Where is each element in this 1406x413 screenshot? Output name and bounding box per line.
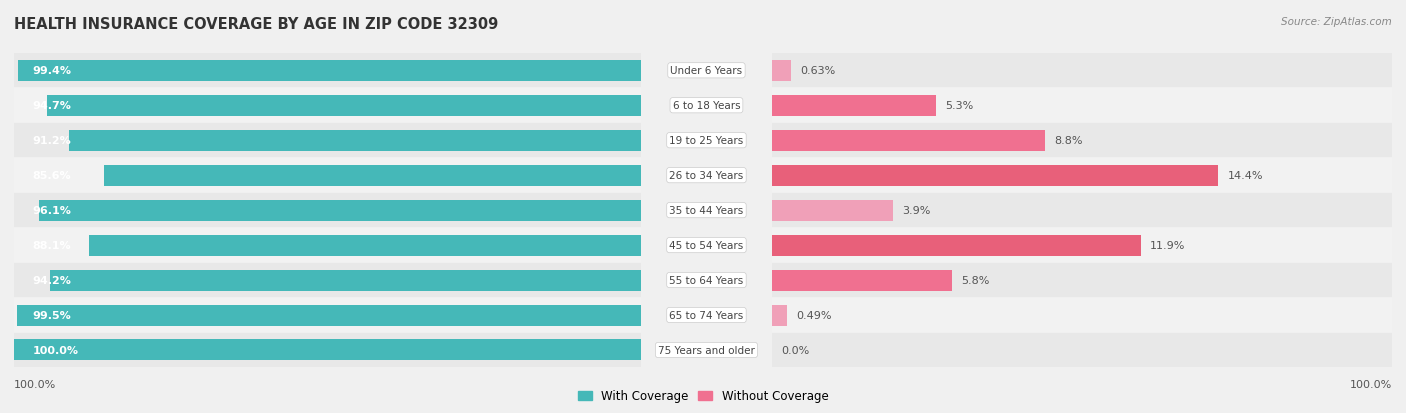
Text: 99.5%: 99.5%	[32, 310, 72, 320]
Bar	[772, 235, 1140, 256]
Bar	[772, 159, 1392, 193]
Bar	[14, 263, 641, 297]
Text: 3.9%: 3.9%	[903, 206, 931, 216]
Bar	[772, 298, 1392, 332]
Bar	[14, 339, 641, 361]
Text: 5.3%: 5.3%	[945, 101, 974, 111]
Bar	[18, 61, 641, 82]
Text: HEALTH INSURANCE COVERAGE BY AGE IN ZIP CODE 32309: HEALTH INSURANCE COVERAGE BY AGE IN ZIP …	[14, 17, 498, 31]
Text: 45 to 54 Years: 45 to 54 Years	[669, 240, 744, 251]
Text: 0.0%: 0.0%	[782, 345, 810, 355]
Bar	[772, 124, 1392, 158]
Bar	[48, 95, 641, 116]
Bar	[772, 228, 1392, 263]
Bar	[38, 200, 641, 221]
Bar	[772, 89, 1392, 123]
Text: Under 6 Years: Under 6 Years	[671, 66, 742, 76]
Text: 19 to 25 Years: 19 to 25 Years	[669, 136, 744, 146]
Bar	[14, 333, 641, 367]
Text: 6 to 18 Years: 6 to 18 Years	[672, 101, 740, 111]
Text: 96.1%: 96.1%	[32, 206, 72, 216]
Text: 0.49%: 0.49%	[796, 310, 832, 320]
Bar	[772, 165, 1219, 186]
Bar	[51, 270, 641, 291]
Bar	[14, 228, 641, 263]
Bar	[772, 200, 893, 221]
Text: 75 Years and older: 75 Years and older	[658, 345, 755, 355]
Bar	[14, 89, 641, 123]
Text: 35 to 44 Years: 35 to 44 Years	[669, 206, 744, 216]
Bar	[14, 124, 641, 158]
Text: 55 to 64 Years: 55 to 64 Years	[669, 275, 744, 285]
Text: 8.8%: 8.8%	[1054, 136, 1083, 146]
Text: 88.1%: 88.1%	[32, 240, 72, 251]
Text: Source: ZipAtlas.com: Source: ZipAtlas.com	[1281, 17, 1392, 26]
Bar	[772, 61, 792, 82]
Text: 94.7%: 94.7%	[32, 101, 72, 111]
Bar	[772, 131, 1045, 151]
Text: 99.4%: 99.4%	[32, 66, 72, 76]
Bar	[772, 95, 936, 116]
Bar	[772, 333, 1392, 367]
Bar	[14, 159, 641, 193]
Text: 85.6%: 85.6%	[32, 171, 72, 181]
Bar	[772, 194, 1392, 228]
Bar	[14, 54, 641, 88]
Bar	[69, 131, 641, 151]
Bar	[772, 54, 1392, 88]
Legend: With Coverage, Without Coverage: With Coverage, Without Coverage	[572, 385, 834, 407]
Text: 100.0%: 100.0%	[32, 345, 79, 355]
Bar	[14, 298, 641, 332]
Bar	[772, 263, 1392, 297]
Text: 14.4%: 14.4%	[1227, 171, 1263, 181]
Bar	[104, 165, 641, 186]
Bar	[17, 305, 641, 326]
Text: 65 to 74 Years: 65 to 74 Years	[669, 310, 744, 320]
Text: 0.63%: 0.63%	[801, 66, 837, 76]
Text: 26 to 34 Years: 26 to 34 Years	[669, 171, 744, 181]
Text: 91.2%: 91.2%	[32, 136, 72, 146]
Text: 11.9%: 11.9%	[1150, 240, 1185, 251]
Text: 5.8%: 5.8%	[962, 275, 990, 285]
Text: 100.0%: 100.0%	[14, 379, 56, 389]
Text: 94.2%: 94.2%	[32, 275, 72, 285]
Text: 100.0%: 100.0%	[1350, 379, 1392, 389]
Bar	[772, 270, 952, 291]
Bar	[89, 235, 641, 256]
Bar	[772, 305, 787, 326]
Bar	[14, 194, 641, 228]
